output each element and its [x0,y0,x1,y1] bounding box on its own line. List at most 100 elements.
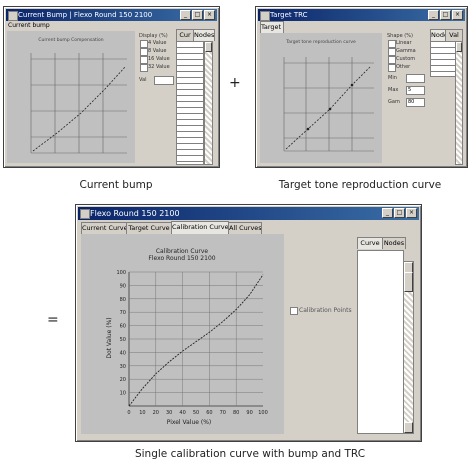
calibration-y-axis-label: Dot Value (%) [106,317,113,358]
equals-symbol: = [47,312,59,328]
y-tick-label: 10 [120,391,126,397]
y-tick-label: 80 [120,297,126,303]
x-tick-label: 0 [127,410,130,416]
target-trc-node[interactable] [306,127,310,131]
maximize-button[interactable]: □ [440,10,451,20]
current-bump-curve [32,66,126,152]
max-label: Max [388,87,399,93]
min-field[interactable] [406,74,425,83]
option-checkbox-2[interactable] [140,48,148,56]
x-tick-label: 20 [153,410,159,416]
shape-label-2: Gamma [396,48,416,54]
gamma-field[interactable]: 80 [406,98,425,107]
x-tick-label: 60 [206,410,212,416]
calibration-points-checkbox[interactable] [290,307,298,315]
tab-nodes[interactable]: Nodes [382,237,406,249]
minimize-button[interactable]: _ [428,10,439,20]
x-tick-label: 30 [166,410,172,416]
target-trc-chart-title: Target tone reproduction curve [285,39,356,45]
shape-checkbox-3[interactable] [388,56,396,64]
current-bump-chart-panel: Current bump Compensation [7,31,135,163]
y-tick-label: 70 [120,310,126,316]
target-trc-titlebar: Target TRC _ □ × [258,9,465,21]
target-trc-window: Target TRC _□× Target TRC Target tone re… [255,6,468,168]
shape-checkbox-2[interactable] [388,48,396,56]
calibration-grid [128,271,263,407]
current-bump-chart: Current bump Compensation [30,37,127,154]
max-field[interactable]: 5 [406,86,425,95]
shape-label-1: Linear [396,40,412,46]
shape-checkbox-1[interactable] [388,40,396,48]
plus-symbol: + [229,75,241,91]
tab-val[interactable]: Val [445,29,463,41]
target-trc-chart-panel: Target tone reproduction curve [260,33,382,163]
current-bump-titlebar: Current Bump | Flexo Round 150 2100 _ □ × [6,9,217,21]
x-tick-label: 50 [193,410,199,416]
calibration-window: Flexo Round 150 2100 _ □ × Current Curve T… [75,204,422,442]
y-tick-label: 20 [120,377,126,383]
calibration-x-axis-label: Pixel Value (%) [167,419,212,426]
x-tick-label: 80 [233,410,239,416]
tab-calibration-curve[interactable]: Calibration Curve [171,221,229,234]
target-trc-node[interactable] [328,107,332,111]
current-bump-window: Current Bump | Flexo Round 150 2100 _ □ × … [3,6,220,168]
maximize-button[interactable]: □ [394,208,405,218]
target-trc-chart: Target tone reproduction curve [283,39,374,152]
current-bump-chart-title: Current bump Compensation [38,37,103,43]
shape-checkbox-4[interactable] [388,64,396,72]
x-tick-label: 10 [139,410,145,416]
min-label: Min [388,75,397,81]
y-tick-label: 50 [120,337,126,343]
calibration-points-label: Calibration Points [299,307,352,314]
tab-target-trc[interactable]: Target TRC [260,21,284,33]
node-list [176,41,204,165]
current-bump-menu[interactable]: Current bump [8,22,50,29]
y-tick-label: 100 [116,270,126,276]
tab-cur[interactable]: Cur [176,29,194,41]
tab-nodes[interactable]: Nodes [193,29,215,41]
tab-all-curves[interactable]: All Curves [228,222,262,234]
close-button[interactable]: × [204,10,215,20]
tab-node[interactable]: Node [430,29,446,41]
target-trc-curve [285,66,371,150]
target-trc-node[interactable] [350,83,354,87]
calibration-chart: Calibration Curve Flexo Round 150 2100 1… [106,248,268,426]
minimize-button[interactable]: _ [180,10,191,20]
x-tick-label: 40 [179,410,185,416]
calibration-chart-title-line1: Calibration Curve [156,248,209,255]
y-tick-label: 30 [120,364,126,370]
scrollbar-thumb[interactable] [456,42,462,52]
option-checkbox-3[interactable] [140,56,148,64]
app-icon [8,11,18,21]
trc-scrollbar[interactable] [455,41,463,165]
value-label: Val [139,77,147,83]
calibration-window-title: Flexo Round 150 2100 [90,209,180,218]
curve-list-scrollbar[interactable] [403,261,414,434]
option-checkbox-4[interactable] [140,64,148,72]
tab-target-curve[interactable]: Target Curve [126,222,172,234]
option-label-2: 8 Value [148,48,167,54]
app-icon [80,209,90,219]
x-tick-label: 70 [220,410,226,416]
current-bump-title: Current Bump | Flexo Round 150 2100 [18,11,153,19]
value-field[interactable] [154,76,174,85]
curve-list [357,250,404,434]
gamma-label: Gam [388,99,400,105]
x-tick-label: 90 [246,410,252,416]
calibration-chart-title-line2: Flexo Round 150 2100 [148,255,215,262]
tab-curve[interactable]: Curve [357,237,383,249]
tab-current-curve[interactable]: Current Curve [81,222,127,234]
target-trc-title: Target TRC [270,11,308,19]
close-button[interactable]: × [452,10,463,20]
scrollbar-thumb[interactable] [205,42,212,52]
scrollbar-down-arrow[interactable] [404,422,413,433]
maximize-button[interactable]: □ [192,10,203,20]
calibration-titlebar: Flexo Round 150 2100 _ □ × [78,207,419,220]
close-button[interactable]: × [406,208,417,218]
node-list-scrollbar[interactable] [204,41,213,165]
scrollbar-thumb[interactable] [404,272,413,292]
calibration-chart-panel: Calibration Curve Flexo Round 150 2100 1… [81,234,284,434]
minimize-button[interactable]: _ [382,208,393,218]
option-label-3: 16 Value [148,56,170,62]
option-checkbox-1[interactable] [140,40,148,48]
